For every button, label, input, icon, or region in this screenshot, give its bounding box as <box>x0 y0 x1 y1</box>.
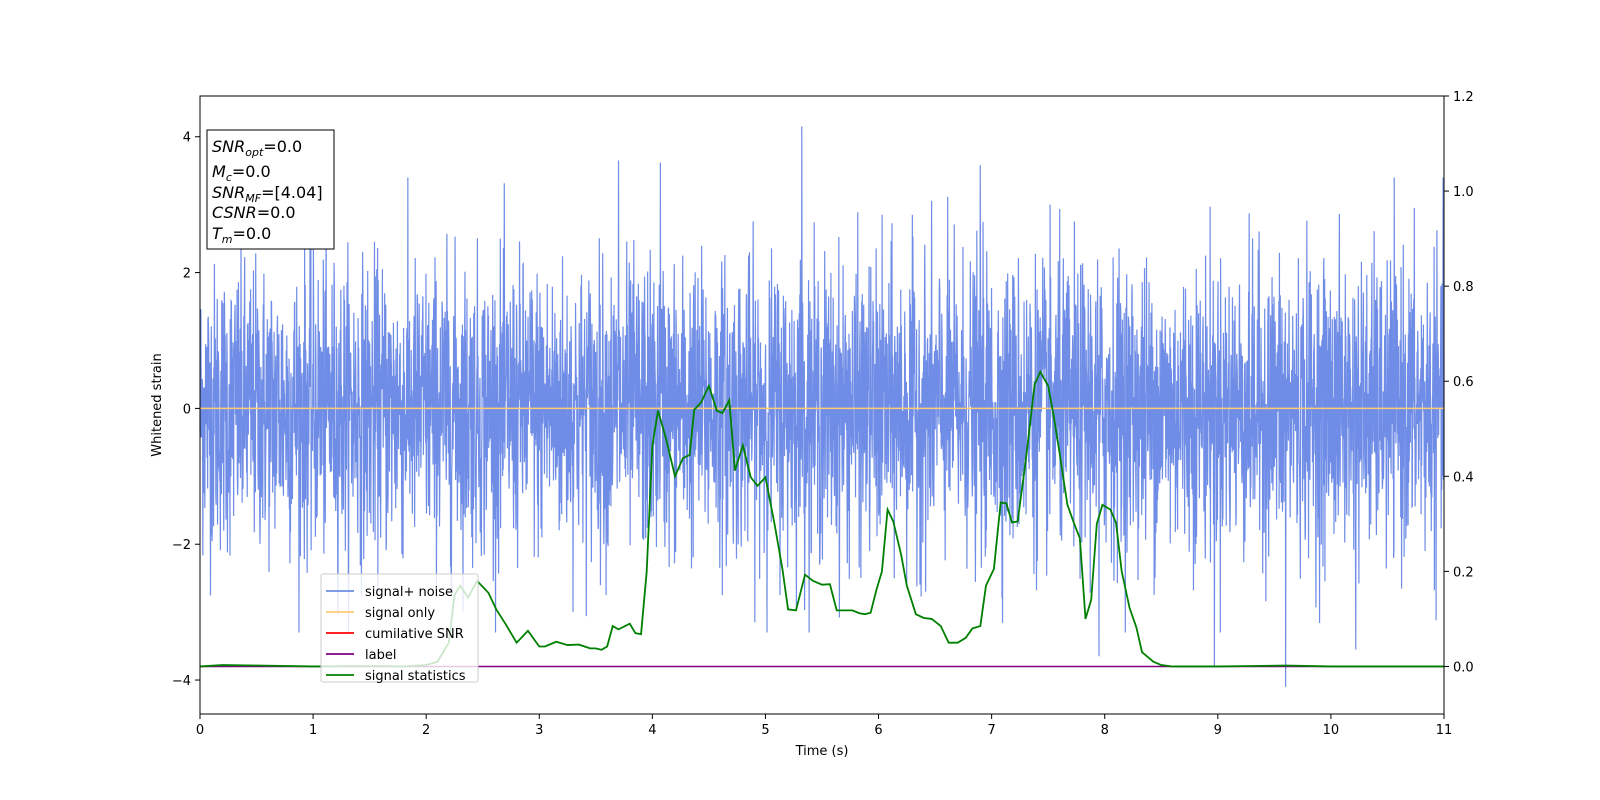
legend-entry-label: signal statistics <box>365 669 466 684</box>
x-tick-label: 10 <box>1323 723 1340 738</box>
ann-csnr-base: CSNR <box>212 203 257 222</box>
ann-tm-sub: m <box>222 233 233 246</box>
series-signal-noise <box>199 126 1445 687</box>
annotation-box: SNRopt=0.0 Mc=0.0 SNRMF=[4.04] CSNR=0.0 … <box>206 129 335 250</box>
ann-tm-value: =0.0 <box>233 224 272 243</box>
annotation-mc: Mc=0.0 <box>212 162 271 184</box>
x-tick-label: 4 <box>648 723 656 738</box>
ann-mc-sub: c <box>226 171 232 184</box>
ann-mc-base: M <box>212 162 226 181</box>
y-right-tick-label: 1.2 <box>1453 90 1474 105</box>
ann-snr-mf-base: SNR <box>212 183 245 202</box>
ann-snr-opt-base: SNR <box>212 137 245 156</box>
ann-snr-opt-sub: opt <box>245 146 264 159</box>
annotation-tm: Tm=0.0 <box>212 224 271 246</box>
plot-frame <box>199 95 1445 715</box>
ann-snr-mf-value: =[4.04] <box>261 183 323 202</box>
y-right-tick-label: 0.2 <box>1453 565 1474 580</box>
signal-noise-line <box>199 126 1445 687</box>
x-tick-label: 1 <box>309 723 317 738</box>
x-tick-label: 3 <box>535 723 543 738</box>
legend-frame <box>320 573 479 683</box>
ann-snr-opt-value: =0.0 <box>263 137 302 156</box>
x-axis: 0 1 2 3 4 5 6 7 8 9 10 11 <box>196 714 1452 738</box>
legend-entry-label: cumilative SNR <box>365 627 464 642</box>
annotation-frame <box>206 129 335 250</box>
annotation-snr-mf: SNRMF=[4.04] <box>212 183 323 205</box>
annotation-snr-opt: SNRopt=0.0 <box>212 137 302 159</box>
y-right-tick-label: 0.8 <box>1453 280 1474 295</box>
y-left-tick-label: −2 <box>172 538 191 553</box>
x-tick-label: 8 <box>1101 723 1109 738</box>
signal-statistics-line <box>199 369 1444 668</box>
y-axis-left: −4 −2 0 2 4 <box>172 131 200 689</box>
ann-mc-value: =0.0 <box>232 162 271 181</box>
series-signal-statistics <box>199 369 1444 668</box>
y-axis-right: 0.0 0.2 0.4 0.6 0.8 1.0 1.2 <box>1444 90 1474 675</box>
legend: signal+ noise signal only cumilative SNR la… <box>320 573 479 684</box>
ann-csnr-value: =0.0 <box>257 203 296 222</box>
x-axis-label: Time (s) <box>795 744 849 759</box>
y-right-tick-label: 1.0 <box>1453 185 1474 200</box>
y-right-tick-label: 0.6 <box>1453 375 1474 390</box>
x-tick-label: 7 <box>987 723 995 738</box>
legend-entry-label: label <box>365 648 396 663</box>
legend-entry-label: signal only <box>365 606 435 621</box>
ann-snr-mf-sub: MF <box>245 192 261 205</box>
x-tick-label: 11 <box>1436 723 1453 738</box>
ann-tm-base: T <box>212 224 223 243</box>
y-left-tick-label: 0 <box>183 402 191 417</box>
x-tick-label: 2 <box>422 723 430 738</box>
annotation-csnr: CSNR=0.0 <box>212 203 296 222</box>
y-left-tick-label: −4 <box>172 674 191 689</box>
legend-entry-label: signal+ noise <box>365 585 453 600</box>
y-right-tick-label: 0.0 <box>1453 660 1474 675</box>
y-axis-label: Whitened strain <box>150 353 165 456</box>
x-tick-label: 9 <box>1214 723 1222 738</box>
x-tick-label: 6 <box>874 723 882 738</box>
y-right-tick-label: 0.4 <box>1453 470 1474 485</box>
x-tick-label: 0 <box>196 723 204 738</box>
x-tick-label: 5 <box>761 723 769 738</box>
y-left-tick-label: 4 <box>183 131 191 146</box>
y-left-tick-label: 2 <box>183 267 191 282</box>
